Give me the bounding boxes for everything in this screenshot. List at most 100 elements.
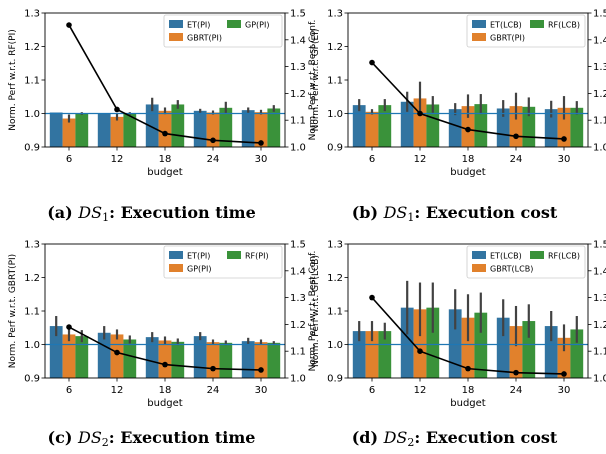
panel-2-legend-swatch-1	[169, 264, 183, 272]
panel-1-bar-s0-c0	[352, 105, 366, 147]
panel-0-line-point-4	[258, 140, 264, 146]
panel-2-bar-s0-c0	[49, 326, 63, 378]
panel-2-bar-s1-c1	[110, 334, 124, 378]
panel-3-bar-s2-c0	[378, 331, 392, 378]
panel-3-legend	[466, 245, 586, 279]
panel-0-bar-s0-c0	[49, 112, 63, 147]
panel-2-ytick-label-1: 1.0	[24, 340, 40, 351]
panel-2-bar-s2-c1	[123, 339, 137, 378]
panel-3-y2tick-label-0: 1.0	[593, 374, 606, 385]
panel-2-bar-s1-c3	[206, 342, 220, 378]
caption-d-subscript: 2	[407, 436, 415, 449]
panel-0-bar-s0-c3	[193, 110, 207, 147]
caption-c: (c) DS2: Execution time	[0, 428, 303, 449]
panel-0-bar-s2-c0	[75, 113, 89, 147]
panel-0-ytick-label-4: 1.3	[24, 9, 40, 20]
panel-0-bar-s2-c2	[171, 104, 185, 147]
caption-d-label: (d)	[351, 428, 379, 447]
panel-2-y2tick-label-4: 1.4	[290, 266, 306, 277]
panel-0-legend-swatch-0	[169, 20, 183, 28]
panel-0-bar-s0-c1	[97, 113, 111, 147]
panel-1-xtick-label-0: 6	[369, 154, 375, 165]
panel-1-ytick-label-1: 1.0	[327, 109, 343, 120]
panel-0-bar-s2-c4	[267, 108, 281, 147]
panel-3-xtick-label-3: 24	[510, 385, 523, 396]
panel-2-xtick-label-3: 24	[207, 385, 220, 396]
panel-0-y2label: Norm. Perf w.r.t. Best Conf.	[308, 20, 318, 141]
panel-1-bar-s0-c2	[448, 109, 462, 147]
panel-0-y2tick-label-4: 1.4	[290, 35, 306, 46]
panel-1-bar-s1-c2	[461, 106, 475, 147]
panel-2-xlabel: budget	[147, 398, 183, 409]
caption-b-label: (b)	[351, 203, 379, 222]
panel-0-y2tick-label-5: 1.5	[290, 9, 306, 20]
panel-0-ytick-label-2: 1.1	[24, 76, 40, 87]
caption-b-text: : Execution cost	[414, 203, 558, 222]
panel-3-legend-label-0: ET(LCB)	[490, 252, 522, 261]
panel-0-bar-s1-c4	[254, 112, 268, 147]
caption-d-symbol: DS	[383, 428, 408, 447]
panel-2-bar-s1-c4	[254, 342, 268, 378]
panel-0-bar-s0-c2	[145, 104, 159, 147]
panel-0-ytick-label-3: 1.2	[24, 42, 40, 53]
panel-3-xlabel: budget	[450, 398, 486, 409]
panel-3-bar-s1-c3	[509, 326, 523, 378]
panel-0-legend-swatch-2	[227, 20, 241, 28]
panel-0-y2tick-label-1: 1.1	[290, 116, 306, 127]
panel-2-y2tick-label-3: 1.3	[290, 293, 306, 304]
panel-2-legend-label-2: RF(PI)	[245, 252, 269, 261]
panel-3-xtick-label-1: 12	[414, 385, 427, 396]
panel-2-xtick-label-1: 12	[111, 385, 124, 396]
panel-2-xtick-label-4: 30	[255, 385, 268, 396]
panel-2-legend	[163, 245, 283, 279]
panel-3-legend-swatch-1	[472, 264, 486, 272]
panel-1-bar-s1-c0	[365, 111, 379, 147]
panel-2: 0.9 1.0 1.1 1.2 1.3 1.0 1.1 1.2 1.3 1.4 1.5 6 12 18 24…	[8, 240, 318, 410]
panel-0-bar-s1-c2	[158, 110, 172, 147]
panel-1-y2tick-label-3: 1.3	[593, 62, 606, 73]
panel-0-legend-label-1: GBRT(PI)	[187, 34, 222, 43]
panel-2-bar-s2-c3	[219, 342, 233, 378]
panel-1-legend-swatch-0	[472, 20, 486, 28]
panel-1-legend-swatch-2	[530, 20, 544, 28]
panel-2-bar-s2-c2	[171, 341, 185, 378]
panel-2-ytick-label-4: 1.3	[24, 240, 40, 251]
panel-1-line-point-1	[417, 110, 423, 117]
panel-3-y2tick-label-2: 1.2	[593, 320, 606, 331]
panel-3-ytick-label-0: 0.9	[327, 374, 343, 385]
caption-c-subscript: 2	[101, 436, 109, 449]
panel-3-bar-s0-c4	[544, 326, 558, 378]
panel-3-bar-s0-c0	[352, 331, 366, 378]
panel-1-legend-label-0: ET(LCB)	[490, 21, 522, 30]
panel-3-ytick-label-2: 1.1	[327, 307, 343, 318]
panel-1-xlabel: budget	[450, 167, 486, 178]
panel-3-bar-s0-c2	[448, 309, 462, 378]
caption-a-symbol: DS	[78, 203, 103, 222]
panel-1-xtick-label-1: 12	[414, 154, 427, 165]
panel-2-legend-swatch-0	[169, 251, 183, 259]
panel-0-y2tick-label-0: 1.0	[290, 143, 306, 154]
panel-0-line-point-2	[162, 130, 168, 137]
panel-1-y2tick-label-0: 1.0	[593, 143, 606, 154]
panel-1-y2tick-label-2: 1.2	[593, 89, 606, 100]
panel-2-line-point-0	[66, 324, 72, 330]
panel-1-ytick-label-3: 1.2	[327, 42, 343, 53]
panel-3-bar-s2-c1	[426, 307, 440, 378]
caption-d-text: : Execution cost	[414, 428, 558, 447]
panel-0-ytick-label-0: 0.9	[24, 143, 40, 154]
panel-0-bar-s1-c1	[110, 116, 124, 147]
caption-c-text: : Execution time	[108, 428, 256, 447]
panel-1-ytick-label-4: 1.3	[327, 9, 343, 20]
caption-a-label: (a)	[47, 203, 73, 222]
panel-3-bar-s2-c3	[522, 321, 536, 378]
panel-2-y2tick-label-0: 1.0	[290, 374, 306, 385]
panel-1-bar-s2-c1	[426, 104, 440, 147]
panel-2-line-point-3	[210, 365, 216, 372]
panel-3-ylabel: Norm. Perf w.r.t. GP(LCB)	[311, 255, 321, 367]
panel-1-xtick-label-2: 18	[462, 154, 475, 165]
panel-0-legend	[163, 14, 283, 48]
panel-0-line-point-3	[210, 137, 216, 144]
panel-3-bar-s0-c1	[400, 307, 414, 378]
panel-3-y2tick-label-1: 1.1	[593, 347, 606, 358]
